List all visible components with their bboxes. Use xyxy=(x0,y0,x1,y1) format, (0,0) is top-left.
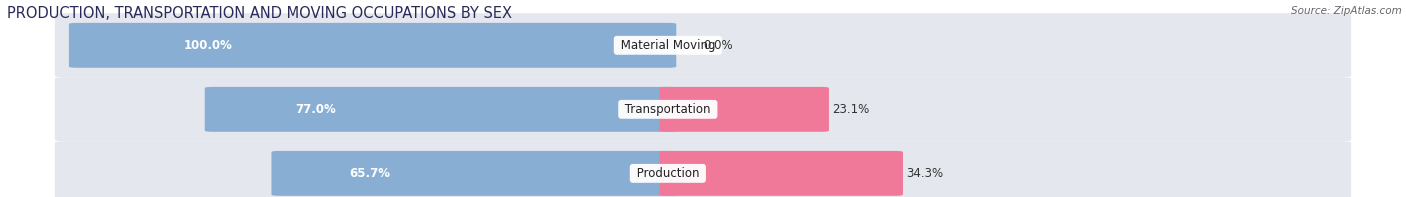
FancyBboxPatch shape xyxy=(69,23,676,68)
FancyBboxPatch shape xyxy=(205,87,676,132)
FancyBboxPatch shape xyxy=(55,77,1351,141)
Text: Material Moving: Material Moving xyxy=(617,39,718,52)
Text: 34.3%: 34.3% xyxy=(905,167,943,180)
Text: 0.0%: 0.0% xyxy=(703,39,733,52)
FancyBboxPatch shape xyxy=(271,151,676,196)
Text: 65.7%: 65.7% xyxy=(350,167,391,180)
Text: Transportation: Transportation xyxy=(621,103,714,116)
FancyBboxPatch shape xyxy=(659,87,830,132)
Text: PRODUCTION, TRANSPORTATION AND MOVING OCCUPATIONS BY SEX: PRODUCTION, TRANSPORTATION AND MOVING OC… xyxy=(7,6,512,21)
Text: 77.0%: 77.0% xyxy=(295,103,336,116)
FancyBboxPatch shape xyxy=(659,151,903,196)
Text: 100.0%: 100.0% xyxy=(184,39,232,52)
Text: Source: ZipAtlas.com: Source: ZipAtlas.com xyxy=(1291,6,1402,16)
FancyBboxPatch shape xyxy=(55,141,1351,197)
Text: Production: Production xyxy=(633,167,703,180)
FancyBboxPatch shape xyxy=(55,13,1351,77)
Text: 23.1%: 23.1% xyxy=(832,103,869,116)
